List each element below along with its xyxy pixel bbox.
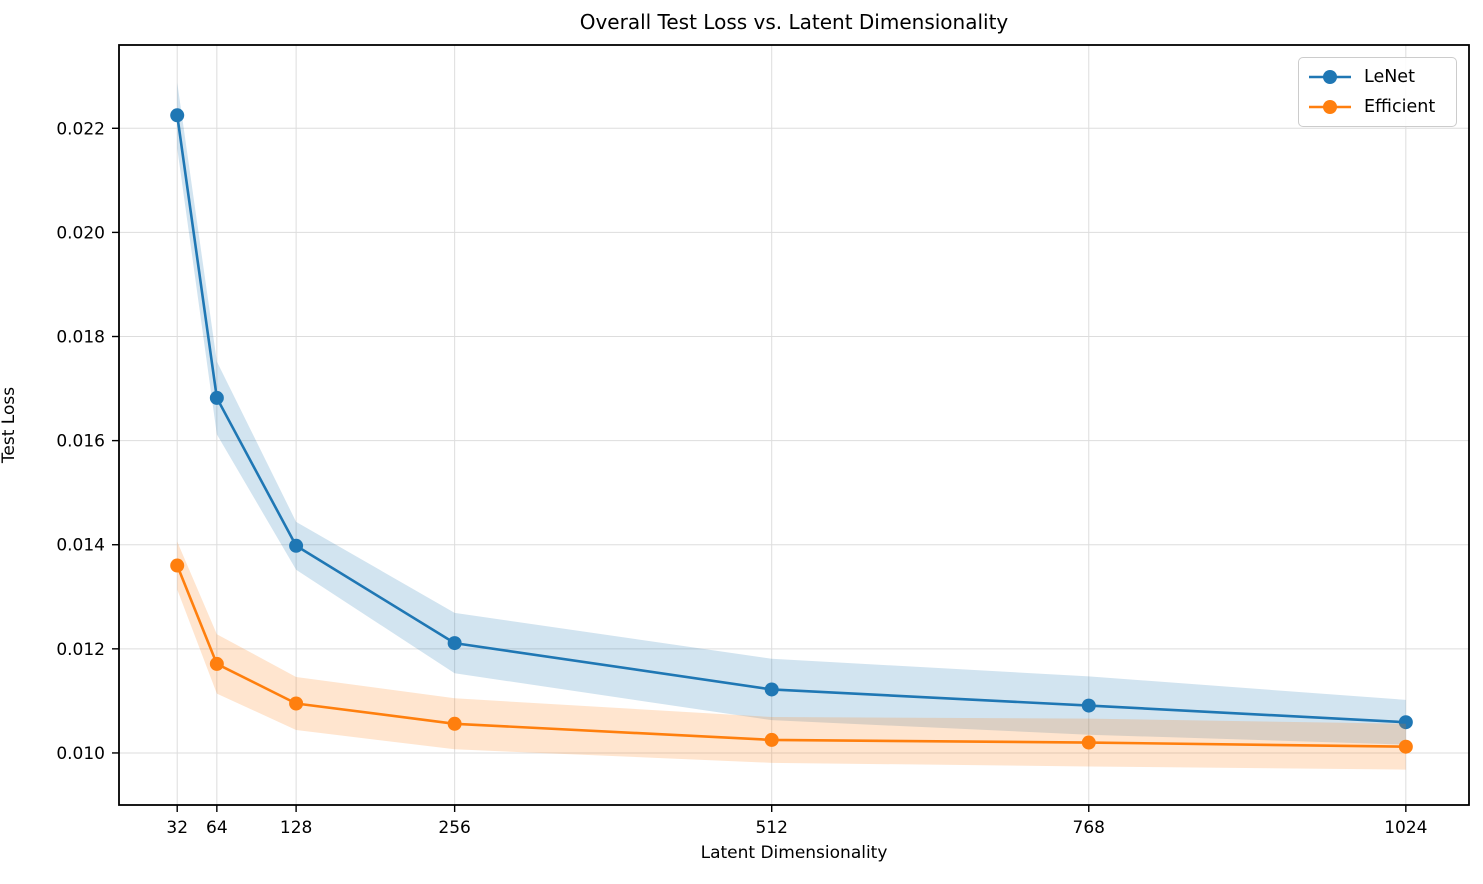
chart-title: Overall Test Loss vs. Latent Dimensional… xyxy=(579,10,1009,34)
axis-ticks: 32 64 128 256 512 768 1024 0.010 0.012 0.014 0.016… xyxy=(56,119,1427,838)
series-lenet-marker xyxy=(209,390,224,405)
x-tick-label: 256 xyxy=(438,818,470,838)
legend-label: LeNet xyxy=(1364,67,1415,87)
legend-label: Efficient xyxy=(1364,97,1436,117)
y-tick-label: 0.014 xyxy=(56,536,105,556)
series-efficient-marker xyxy=(170,558,185,573)
legend-entry-efficient: Efficient xyxy=(1307,95,1446,119)
series-lenet-marker xyxy=(1398,715,1413,730)
y-tick-label: 0.018 xyxy=(56,328,105,348)
x-tick-label: 512 xyxy=(755,818,787,838)
series-lenet-line xyxy=(175,115,1406,724)
y-tick-label: 0.022 xyxy=(56,119,105,139)
x-tick-label: 1024 xyxy=(1384,818,1427,838)
series-lenet-marker xyxy=(447,636,462,651)
legend-swatch-efficient xyxy=(1309,100,1351,114)
legend: LeNet Efficient xyxy=(1298,57,1457,127)
legend-swatch-lenet xyxy=(1309,70,1351,84)
series-lenet-marker xyxy=(170,108,185,123)
series-lenet-marker xyxy=(1081,698,1096,713)
series-efficient-band xyxy=(177,541,1406,770)
legend-entry-lenet: LeNet xyxy=(1307,65,1446,89)
series-efficient-marker xyxy=(289,696,304,711)
x-axis-label: Latent Dimensionality xyxy=(700,843,888,863)
series-lenet xyxy=(170,82,1413,745)
gridlines xyxy=(119,45,1469,805)
y-tick-label: 0.020 xyxy=(56,223,105,243)
x-tick-label: 64 xyxy=(206,818,228,838)
series-efficient-marker xyxy=(1081,735,1096,750)
series-efficient-marker xyxy=(764,732,779,747)
x-tick-label: 32 xyxy=(166,818,188,838)
series-lenet-marker xyxy=(764,682,779,697)
x-tick-label: 128 xyxy=(280,818,312,838)
series-efficient-marker xyxy=(447,716,462,731)
x-tick-label: 768 xyxy=(1073,818,1105,838)
series-lenet-band xyxy=(177,82,1406,745)
series-efficient-marker xyxy=(1398,739,1413,754)
series-efficient xyxy=(170,541,1413,770)
y-tick-label: 0.012 xyxy=(56,640,105,660)
series-efficient-marker xyxy=(209,656,224,671)
y-tick-label: 0.016 xyxy=(56,432,105,452)
plot-border xyxy=(118,44,1470,806)
series-lenet-marker xyxy=(289,538,304,553)
y-axis-label: Test Loss xyxy=(0,386,19,464)
y-tick-label: 0.010 xyxy=(56,744,105,764)
